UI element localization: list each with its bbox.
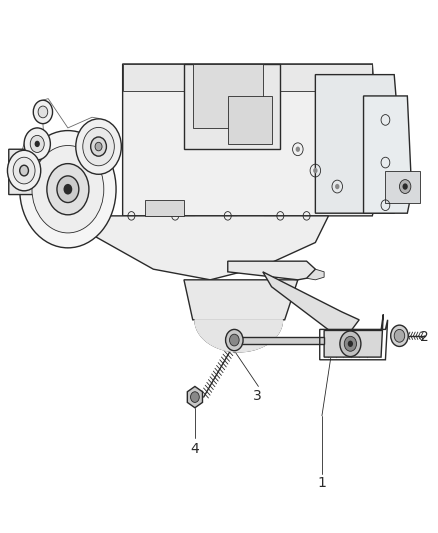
Circle shape <box>57 176 79 203</box>
Text: 3: 3 <box>253 389 261 403</box>
Circle shape <box>313 168 318 173</box>
Circle shape <box>95 142 102 151</box>
Polygon shape <box>263 272 359 333</box>
Circle shape <box>33 100 53 124</box>
Circle shape <box>394 329 405 342</box>
Text: 2: 2 <box>420 330 428 344</box>
Polygon shape <box>195 320 283 352</box>
Polygon shape <box>324 314 383 357</box>
Polygon shape <box>228 96 272 144</box>
Circle shape <box>391 325 408 346</box>
Polygon shape <box>184 280 298 320</box>
Circle shape <box>399 180 411 193</box>
Polygon shape <box>364 96 412 213</box>
Circle shape <box>83 127 114 166</box>
Circle shape <box>7 150 41 191</box>
Circle shape <box>344 336 357 351</box>
Circle shape <box>35 141 40 147</box>
Text: 4: 4 <box>191 442 199 456</box>
Polygon shape <box>228 261 315 280</box>
Circle shape <box>24 128 50 160</box>
Polygon shape <box>123 64 372 91</box>
Polygon shape <box>193 64 263 128</box>
Polygon shape <box>96 216 328 280</box>
Circle shape <box>91 137 106 156</box>
Polygon shape <box>385 171 420 203</box>
Circle shape <box>32 146 104 233</box>
Circle shape <box>64 184 72 195</box>
Circle shape <box>340 331 361 357</box>
Circle shape <box>230 334 239 346</box>
Circle shape <box>403 183 408 190</box>
Circle shape <box>335 184 339 189</box>
Polygon shape <box>272 264 324 280</box>
Circle shape <box>348 341 353 347</box>
Polygon shape <box>145 200 184 216</box>
Circle shape <box>76 119 121 174</box>
Polygon shape <box>123 64 381 216</box>
Polygon shape <box>9 149 42 195</box>
Circle shape <box>296 147 300 152</box>
Polygon shape <box>315 75 403 213</box>
Circle shape <box>20 165 28 176</box>
Polygon shape <box>184 64 280 149</box>
Circle shape <box>38 106 48 118</box>
Circle shape <box>20 131 116 248</box>
Text: 1: 1 <box>318 477 326 490</box>
Circle shape <box>47 164 89 215</box>
Circle shape <box>30 135 44 152</box>
Circle shape <box>191 392 199 402</box>
Circle shape <box>226 329 243 351</box>
Polygon shape <box>228 337 324 344</box>
Circle shape <box>13 157 35 184</box>
